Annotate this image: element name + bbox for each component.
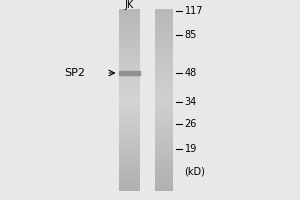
Text: 48: 48: [184, 68, 197, 78]
Text: 117: 117: [184, 6, 203, 16]
Text: 26: 26: [184, 119, 197, 129]
Text: JK: JK: [124, 0, 134, 10]
Text: 85: 85: [184, 30, 197, 40]
Text: SP2: SP2: [64, 68, 86, 78]
Text: 34: 34: [184, 97, 197, 107]
Text: (kD): (kD): [184, 166, 206, 176]
Text: 19: 19: [184, 144, 197, 154]
Bar: [118, 71, 140, 75]
